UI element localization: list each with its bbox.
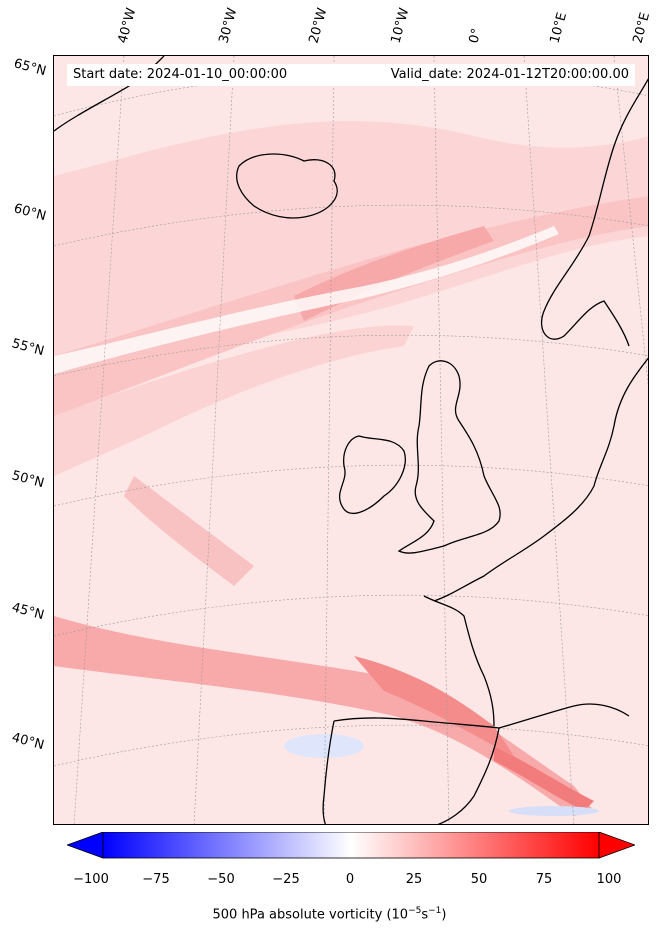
coast-biscay — [423, 595, 495, 727]
colorbar — [67, 832, 635, 859]
coastlines — [54, 56, 648, 824]
colorbar-gradient — [102, 832, 600, 859]
lon-label-0: 0° — [466, 26, 485, 45]
lat-label-55: 55°N — [10, 336, 46, 360]
lon-label-20e: 20°E — [630, 10, 654, 46]
lon-label-20w: 20°W — [306, 6, 331, 45]
colorbar-tick-100: 100 — [596, 872, 622, 887]
colorbar-extend-min — [67, 832, 104, 859]
vorticity-max-south — [354, 656, 514, 756]
lat-label-45: 45°N — [10, 600, 46, 624]
coast-continental — [433, 357, 648, 602]
valid-date: Valid_date: 2024-01-12T20:00:00.00 — [390, 67, 629, 82]
lat-label-40: 40°N — [10, 730, 46, 754]
lat-label-50: 50°N — [10, 468, 46, 492]
coast-scandinavia — [540, 78, 648, 347]
coast-pyrenees-med — [498, 703, 630, 729]
lon-label-30w: 30°W — [216, 6, 241, 45]
colorbar-label-exp1: −5 — [408, 906, 422, 916]
start-date: Start date: 2024-01-10_00:00:00 — [73, 67, 288, 82]
colorbar-label-main: 500 hPa absolute vorticity (10 — [212, 907, 409, 923]
lon-label-10e: 10°E — [547, 10, 571, 46]
vorticity-white-streak — [54, 226, 559, 374]
vorticity-map — [53, 55, 649, 825]
coast-iberia — [322, 717, 500, 824]
colorbar-tick-m100: −100 — [73, 872, 109, 887]
colorbar-label: 500 hPa absolute vorticity (10−5s−1) — [0, 906, 659, 922]
vorticity-band-mid — [54, 325, 414, 476]
vorticity-negative-patch — [284, 734, 364, 758]
map-header: Start date: 2024-01-10_00:00:00 Valid_da… — [67, 64, 635, 86]
lat-label-60: 60°N — [12, 201, 48, 225]
coast-ireland — [338, 435, 406, 515]
colorbar-tick-m50: −50 — [207, 872, 235, 887]
colorbar-tick-0: 0 — [345, 872, 355, 887]
colorbar-label-close: ) — [441, 907, 447, 923]
colorbar-extend-max — [598, 832, 635, 859]
coast-iceland — [236, 153, 338, 219]
colorbar-tick-m75: −75 — [142, 872, 170, 887]
vorticity-negative-streak — [509, 806, 599, 816]
colorbar-tick-75: 75 — [535, 872, 553, 887]
lat-label-65: 65°N — [12, 56, 48, 80]
vorticity-arc — [124, 476, 254, 586]
vorticity-band-south — [54, 616, 594, 816]
colorbar-tick-25: 25 — [405, 872, 423, 887]
coast-great-britain — [397, 360, 501, 554]
vorticity-field — [54, 56, 648, 824]
vorticity-max-iberia — [494, 746, 594, 811]
colorbar-label-exp2: −1 — [428, 906, 442, 916]
gridlines — [54, 56, 648, 824]
vorticity-band-north — [54, 121, 648, 366]
lon-label-40w: 40°W — [115, 6, 140, 45]
colorbar-label-unit: s — [421, 907, 429, 923]
lon-label-10w: 10°W — [388, 6, 413, 45]
colorbar-tick-m25: −25 — [272, 872, 300, 887]
colorbar-tick-50: 50 — [470, 872, 488, 887]
